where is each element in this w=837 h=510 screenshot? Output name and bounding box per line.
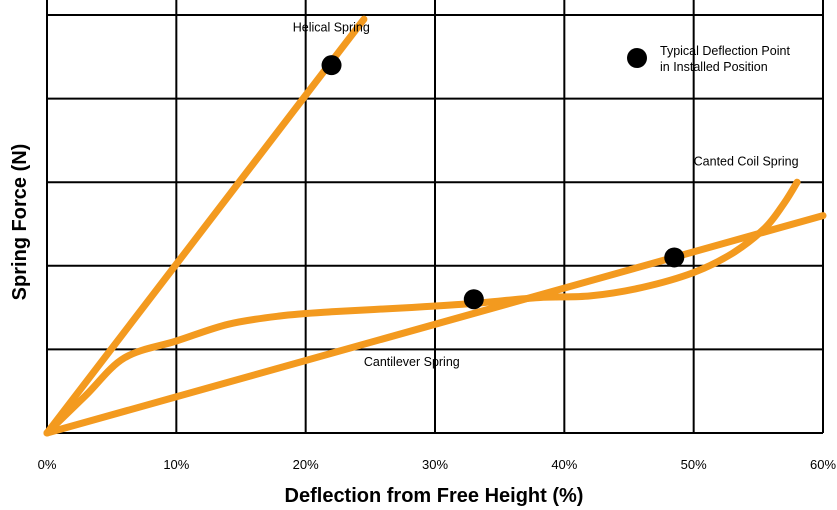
grid [46,0,824,434]
annotations: Helical Spring Canted Coil Spring Cantilev… [293,21,799,369]
x-tick-label-3: 30% [422,457,448,472]
x-tick-label-2: 20% [293,457,319,472]
deflection-markers [321,55,685,310]
x-tick-label-0: 0% [38,457,57,472]
x-tick-labels: 0% 10% 20% 30% 40% 50% 60% [38,457,837,472]
annotation-cantilever-spring: Cantilever Spring [364,355,460,369]
deflection-point-1 [321,55,342,76]
y-axis-title: Spring Force (N) [9,144,31,301]
legend-line-2: in Installed Position [660,60,768,74]
annotation-helical-spring: Helical Spring [293,21,370,35]
x-tick-label-6: 60% [810,457,836,472]
annotation-canted-coil-spring: Canted Coil Spring [694,154,799,168]
legend: Typical Deflection Point in Installed Po… [627,44,790,74]
deflection-point-2 [463,289,484,310]
series-canted-coil-spring [43,178,801,437]
x-tick-label-5: 50% [681,457,707,472]
deflection-point-3 [664,247,685,268]
legend-line-1: Typical Deflection Point [660,44,790,58]
series-helical-spring [43,15,368,437]
x-tick-label-1: 10% [163,457,189,472]
series-cantilever-spring [43,212,827,437]
legend-marker [627,48,647,68]
x-axis-title: Deflection from Free Height (%) [285,485,584,507]
x-tick-label-4: 40% [551,457,577,472]
